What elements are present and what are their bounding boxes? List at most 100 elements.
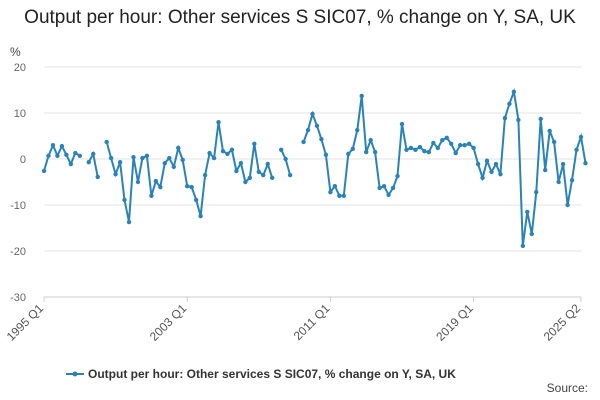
data-point <box>498 171 503 177</box>
x-tick-label: 2003 Q1 <box>147 301 190 344</box>
data-point <box>167 155 172 161</box>
data-point <box>140 155 145 161</box>
data-point <box>95 174 100 180</box>
data-point <box>381 183 387 189</box>
y-axis-label: % <box>10 45 21 59</box>
data-point <box>556 179 561 185</box>
data-point <box>68 161 74 167</box>
data-point <box>578 134 584 140</box>
data-point <box>547 128 552 134</box>
data-point <box>234 168 239 174</box>
data-point <box>480 175 485 181</box>
data-point <box>153 178 159 184</box>
data-point <box>135 179 141 185</box>
data-point <box>422 148 427 154</box>
data-point <box>440 137 445 143</box>
data-point <box>46 153 51 158</box>
data-point <box>341 193 347 198</box>
data-point <box>529 231 534 237</box>
data-point <box>149 193 154 198</box>
data-point <box>207 150 212 156</box>
data-point <box>475 161 481 167</box>
data-point <box>55 153 60 158</box>
data-point <box>108 155 114 161</box>
y-tick-label: 0 <box>20 154 26 166</box>
data-point <box>395 173 400 179</box>
data-point <box>538 116 543 122</box>
data-point <box>198 213 203 219</box>
data-point <box>256 169 261 175</box>
data-point <box>193 197 199 203</box>
data-point <box>287 172 293 178</box>
data-point <box>319 137 324 142</box>
data-point <box>41 168 47 174</box>
x-tick-label: 1995 Q1 <box>4 301 47 344</box>
data-point <box>426 149 432 155</box>
data-point <box>404 147 409 152</box>
chart-title: Output per hour: Other services S SIC07,… <box>24 7 576 28</box>
data-point <box>511 89 517 95</box>
x-tick-label: 2025 Q2 <box>541 301 584 344</box>
data-point <box>243 179 248 185</box>
data-point <box>408 145 414 151</box>
data-point <box>113 171 118 177</box>
data-point <box>328 189 333 195</box>
data-point <box>229 147 235 152</box>
data-point <box>569 177 575 183</box>
data-point <box>444 135 449 141</box>
data-point <box>185 183 190 189</box>
legend-label: Output per hour: Other services S SIC07,… <box>88 367 456 381</box>
data-point <box>543 167 548 173</box>
data-point <box>560 161 566 167</box>
data-point <box>417 144 423 150</box>
data-point <box>516 117 521 123</box>
data-point <box>462 143 467 148</box>
data-point <box>534 189 539 195</box>
data-point <box>435 145 440 151</box>
data-point <box>310 111 315 117</box>
data-point <box>50 143 56 148</box>
data-point <box>372 149 378 155</box>
data-point <box>252 141 257 147</box>
data-point <box>301 139 306 145</box>
data-point <box>171 164 176 170</box>
y-tick-label: -10 <box>10 200 26 212</box>
data-point <box>265 161 270 167</box>
data-point <box>162 160 168 166</box>
data-point <box>59 143 65 149</box>
data-point <box>449 141 454 147</box>
data-point <box>180 157 185 163</box>
data-point <box>453 150 458 156</box>
data-point <box>350 146 355 152</box>
data-point <box>359 93 364 99</box>
data-point <box>261 172 266 178</box>
data-point <box>471 145 476 151</box>
data-point <box>126 219 132 225</box>
data-point <box>368 137 373 143</box>
source: Source: <box>547 381 588 395</box>
data-point <box>283 156 288 162</box>
data-point <box>525 209 530 215</box>
data-point <box>355 127 360 133</box>
data-point <box>493 161 499 167</box>
y-tick-label: -30 <box>10 292 26 304</box>
data-point <box>520 243 526 249</box>
data-point <box>122 197 127 203</box>
data-point <box>270 175 275 181</box>
data-point <box>216 120 221 125</box>
data-point <box>337 193 342 198</box>
data-point <box>323 152 329 158</box>
data-point <box>77 153 83 158</box>
data-point <box>574 147 579 152</box>
data-point <box>104 139 109 145</box>
legend-swatch-dot <box>72 371 78 377</box>
data-point <box>399 121 405 127</box>
data-point <box>278 147 284 152</box>
data-point <box>158 184 163 190</box>
data-point <box>117 160 123 165</box>
data-point <box>364 149 369 155</box>
data-point <box>73 150 78 156</box>
data-point <box>211 155 217 161</box>
data-point <box>466 141 472 147</box>
